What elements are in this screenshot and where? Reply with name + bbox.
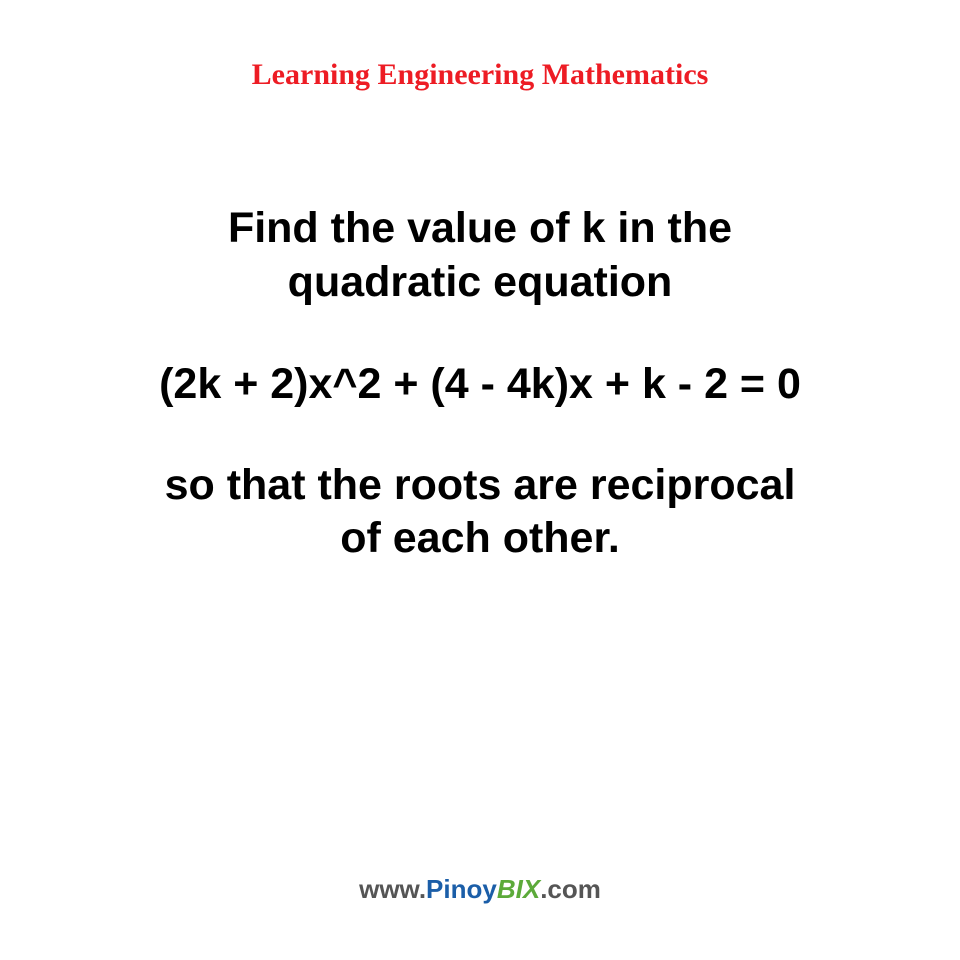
url-brand-part1: Pinoy	[426, 874, 497, 904]
url-brand-part2: BIX	[497, 874, 540, 904]
url-suffix: .com	[540, 874, 601, 904]
problem-condition: so that the roots are reciprocal of each…	[165, 459, 796, 567]
problem-condition-line1: so that the roots are reciprocal	[165, 459, 796, 513]
problem-equation: (2k + 2)x^2 + (4 - 4k)x + k - 2 = 0	[159, 360, 801, 409]
problem-content: Find the value of k in the quadratic equ…	[0, 202, 960, 566]
url-prefix: www.	[359, 874, 426, 904]
problem-intro-line1: Find the value of k in the	[228, 202, 732, 256]
problem-condition-line2: of each other.	[165, 512, 796, 566]
problem-intro-line2: quadratic equation	[288, 256, 673, 310]
footer-watermark: www.PinoyBIX.com	[0, 874, 960, 905]
page-header-title: Learning Engineering Mathematics	[252, 58, 709, 92]
